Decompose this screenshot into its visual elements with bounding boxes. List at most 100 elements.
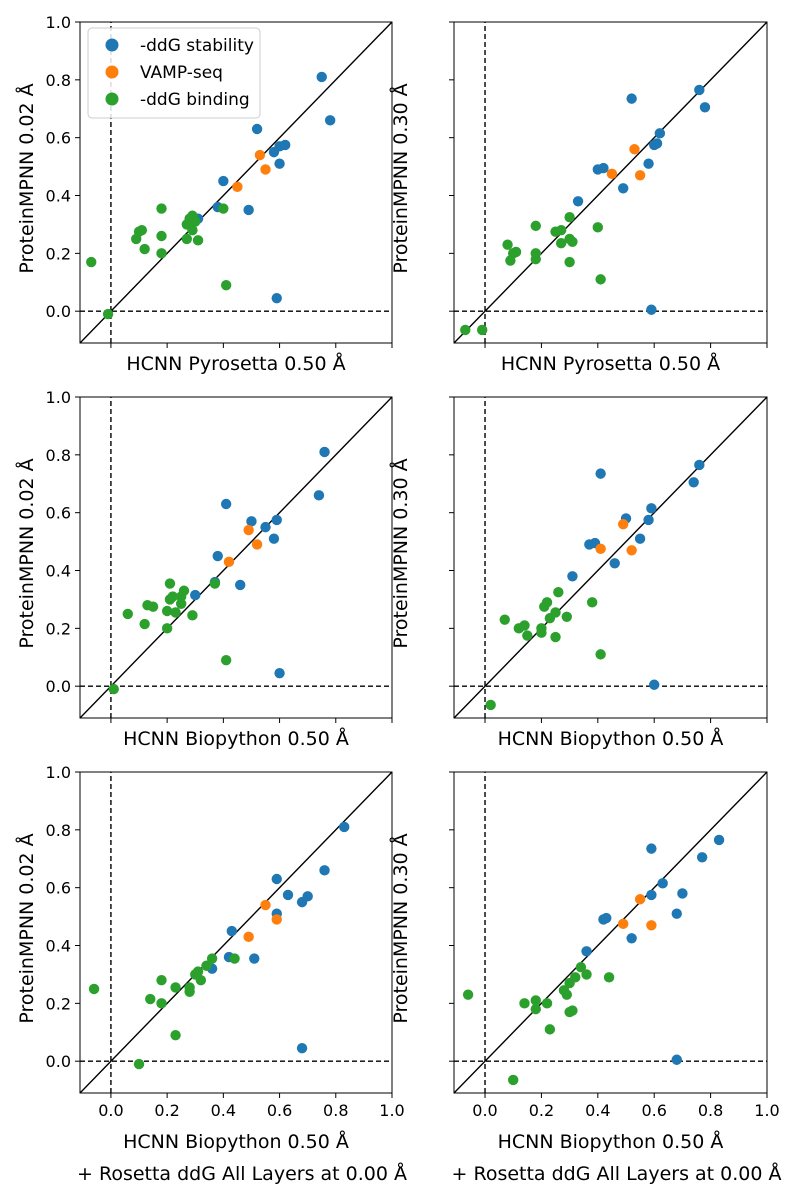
data-point: [187, 610, 198, 621]
series-ddg-stability: [206, 821, 350, 1054]
data-point: [271, 914, 282, 925]
data-point: [634, 894, 646, 905]
data-point: [575, 962, 587, 973]
data-point: [657, 878, 668, 889]
y-axis-label: ProteinMPNN 0.02 Å: [15, 83, 38, 273]
data-point: [699, 102, 711, 113]
data-point: [139, 618, 150, 630]
y-tick-label: 1.0: [46, 763, 71, 782]
data-point: [561, 611, 572, 622]
axes-frame: [79, 21, 393, 344]
data-point: [646, 920, 657, 931]
data-point: [541, 597, 553, 608]
data-point: [170, 607, 181, 618]
data-point: [567, 236, 578, 247]
data-point: [209, 578, 221, 589]
scatter-panel-5: 0.0 0.2 0.4 0.6 0.8 1.0 0.0 0.2 0.4 0.6 0.8 1.0 HCNN…: [15, 763, 407, 1185]
series-vamp-seq: [617, 894, 657, 931]
data-point: [139, 243, 150, 255]
data-point: [646, 889, 657, 901]
data-point: [713, 834, 725, 846]
data-point: [271, 292, 282, 304]
data-point: [251, 539, 263, 550]
data-point: [319, 865, 330, 876]
x-axis-label: HCNN Pyrosetta 0.50 Å: [126, 352, 345, 375]
y-tick-label: 0.4: [46, 562, 71, 581]
x-tick-label: 0.4: [585, 1101, 610, 1120]
x-axis-label-line2: + Rosetta ddG All Layers at 0.00 Å: [77, 1162, 407, 1185]
data-point: [646, 843, 657, 854]
y-tick-label: 0.4: [46, 937, 71, 956]
scatter-panel-2: HCNN Pyrosetta 0.50 Å ProteinMPNN 0.30 Å: [389, 21, 768, 375]
data-point: [251, 123, 263, 135]
data-point: [164, 578, 176, 589]
data-point: [629, 144, 640, 155]
y-axis-label: ProteinMPNN 0.02 Å: [15, 833, 38, 1023]
data-point: [567, 1005, 578, 1016]
data-point: [651, 138, 663, 149]
data-point: [550, 607, 561, 618]
data-point: [156, 248, 167, 259]
y-tick-label: 0.8: [46, 446, 71, 465]
x-tick-label: 0.4: [211, 1101, 236, 1120]
data-point: [550, 631, 561, 643]
y-tick-label: 0.6: [46, 879, 71, 898]
data-point: [271, 514, 282, 526]
series-vamp-seq: [232, 149, 271, 193]
y-tick-label: 0.8: [46, 821, 71, 840]
data-point: [212, 550, 223, 562]
data-point: [601, 912, 612, 924]
data-point: [218, 175, 229, 187]
series-ddg-binding: [462, 962, 615, 1086]
data-point: [626, 93, 637, 104]
data-point: [646, 304, 657, 315]
data-point: [485, 699, 496, 711]
data-point: [530, 253, 541, 265]
series-ddg-stability: [190, 446, 330, 679]
data-point: [688, 477, 699, 488]
data-point: [555, 225, 567, 236]
data-point: [175, 598, 187, 609]
y-tick-label: 0.6: [46, 129, 71, 148]
y-tick-label: 0.2: [46, 244, 71, 263]
data-point: [136, 225, 148, 236]
data-point: [282, 889, 294, 901]
series-vamp-seq: [223, 524, 263, 568]
data-point: [201, 960, 212, 971]
legend-marker: [105, 92, 119, 106]
data-point: [541, 998, 553, 1009]
data-point: [634, 170, 646, 181]
data-point: [274, 158, 285, 169]
data-point: [86, 256, 97, 268]
data-point: [88, 983, 100, 995]
data-point: [190, 589, 201, 601]
data-point: [271, 873, 282, 885]
data-point: [617, 519, 629, 530]
data-point: [246, 516, 257, 527]
data-point: [220, 279, 232, 291]
data-point: [671, 908, 682, 919]
data-point: [313, 490, 325, 501]
data-point: [508, 1074, 519, 1086]
data-point: [617, 918, 629, 930]
x-tick-label: 0.2: [154, 1101, 179, 1120]
data-point: [502, 239, 513, 250]
data-point: [170, 982, 181, 993]
data-point: [161, 605, 173, 617]
data-point: [147, 601, 159, 612]
legend-entry-label: -ddG stability: [140, 36, 254, 56]
data-point: [249, 953, 260, 964]
x-axis-label: HCNN Pyrosetta 0.50 Å: [501, 352, 720, 375]
data-point: [694, 84, 705, 96]
data-point: [184, 982, 195, 993]
data-point: [190, 216, 201, 227]
data-point: [595, 649, 606, 660]
legend-marker: [105, 38, 119, 52]
data-point: [220, 498, 232, 510]
data-point: [626, 545, 637, 556]
data-point: [561, 989, 572, 1000]
identity-diagonal-line: [454, 397, 767, 718]
data-point: [595, 468, 606, 479]
series-ddg-stability: [572, 84, 711, 315]
